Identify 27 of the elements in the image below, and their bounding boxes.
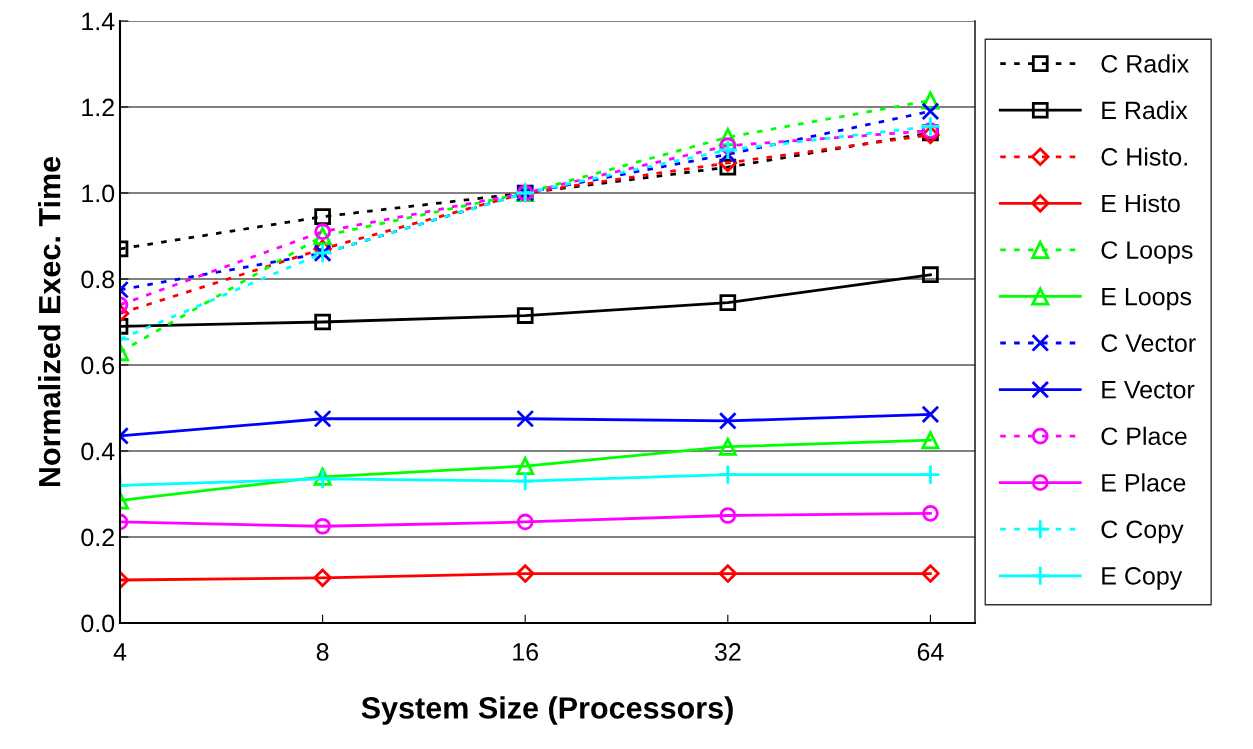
legend-label: C Radix <box>1101 54 1189 73</box>
x-tick-label: 4 <box>113 643 127 661</box>
legend-label: C Place <box>1101 426 1187 446</box>
y-tick-label: 1.4 <box>82 12 115 31</box>
y-tick-label: 0.6 <box>81 356 115 375</box>
y-axis-title: Normalized Exec. Time <box>38 156 61 487</box>
legend-label: E Loops <box>1102 287 1192 311</box>
y-tick-label: 0.4 <box>81 442 115 461</box>
y-tick-label: 1.0 <box>82 184 115 203</box>
y-tick-label: 0.0 <box>81 614 115 633</box>
legend-label: E Vector <box>1102 381 1195 399</box>
legend-label: E Place <box>1102 473 1186 492</box>
y-tick-label: 1.2 <box>82 98 114 117</box>
x-tick-label: 64 <box>917 643 944 661</box>
legend-label: C Loops <box>1101 241 1193 264</box>
y-tick-label: 0.2 <box>81 528 114 547</box>
legend-label: C Vector <box>1101 334 1196 352</box>
x-axis-title: System Size (Processors) <box>361 696 733 725</box>
legend-label: C Copy <box>1101 520 1184 544</box>
legend-label: E Histo <box>1102 193 1180 213</box>
y-tick-label: 0.8 <box>81 270 115 289</box>
x-tick-label: 16 <box>513 643 539 661</box>
x-tick-label: 32 <box>714 643 741 661</box>
legend-label: C Histo. <box>1101 147 1187 166</box>
x-tick-label: 8 <box>316 643 329 661</box>
legend-label: E Copy <box>1102 567 1183 590</box>
legend-label: E Radix <box>1102 100 1188 120</box>
